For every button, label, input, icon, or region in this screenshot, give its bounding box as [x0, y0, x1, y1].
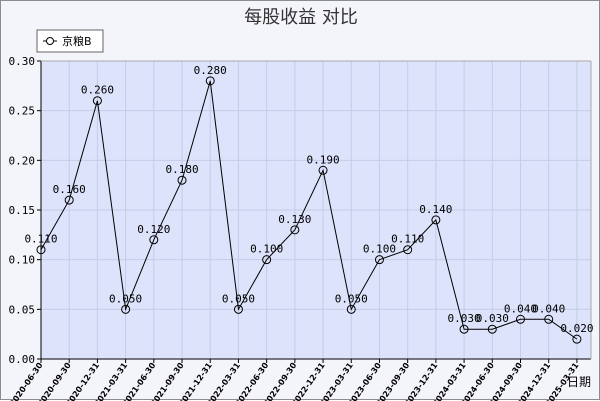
data-point-marker — [36, 245, 46, 255]
data-label: 0.140 — [419, 203, 452, 216]
data-point-marker — [544, 314, 554, 324]
data-label: 0.110 — [391, 233, 424, 246]
series-jingliang-b — [36, 76, 582, 344]
data-label: 0.280 — [194, 64, 227, 77]
y-tick-label: 0.05 — [9, 303, 36, 316]
data-label: 0.180 — [165, 163, 198, 176]
data-point-marker — [374, 255, 384, 265]
data-point-marker — [92, 96, 102, 106]
legend-series-name: 京粮B — [62, 34, 92, 48]
y-tick-label: 0.00 — [9, 353, 36, 366]
data-label: 0.020 — [560, 322, 593, 335]
data-labels: 0.110 0.160 0.260 0.050 0.120 0.180 0.280 0.050… — [24, 64, 593, 335]
y-tick-label: 0.30 — [9, 55, 36, 68]
data-label: 0.190 — [306, 153, 339, 166]
data-label: 0.110 — [24, 233, 57, 246]
data-point-marker — [121, 304, 131, 314]
data-point-marker — [149, 235, 159, 245]
data-point-marker — [487, 324, 497, 334]
data-label: 0.040 — [532, 302, 565, 315]
data-label: 0.100 — [363, 243, 396, 256]
data-point-marker — [233, 304, 243, 314]
data-label: 0.260 — [81, 84, 114, 97]
y-tick-label: 0.10 — [9, 254, 36, 267]
data-point-marker — [403, 245, 413, 255]
data-point-marker — [346, 304, 356, 314]
data-label: 0.100 — [250, 243, 283, 256]
data-label: 0.030 — [448, 312, 481, 325]
grid-lines — [41, 60, 591, 359]
legend-box — [36, 29, 104, 53]
data-label: 0.050 — [335, 292, 368, 305]
data-point-marker — [515, 314, 525, 324]
data-label: 0.160 — [53, 183, 86, 196]
x-axis-label: 日期 — [567, 375, 591, 389]
chart-title: 每股收益 对比 — [244, 7, 358, 28]
data-point-marker — [177, 175, 187, 185]
data-point-marker — [262, 255, 272, 265]
data-point-marker — [572, 334, 582, 344]
data-point-marker — [290, 225, 300, 235]
data-label: 0.120 — [137, 223, 170, 236]
x-tick-label: 2020-06-30 — [8, 361, 45, 401]
legend-marker-icon — [46, 37, 54, 45]
data-label: 0.030 — [476, 312, 509, 325]
y-tick-label: 0.20 — [9, 154, 36, 167]
data-label: 0.130 — [278, 213, 311, 226]
y-tick-label: 0.25 — [9, 105, 36, 118]
data-point-marker — [318, 165, 328, 175]
legend: 京粮B — [36, 29, 104, 53]
data-point-marker — [459, 324, 469, 334]
data-label: 0.050 — [222, 292, 255, 305]
data-point-marker — [64, 195, 74, 205]
y-tick-label: 0.15 — [9, 204, 36, 217]
data-label: 0.040 — [504, 302, 537, 315]
data-point-marker — [205, 76, 215, 86]
data-label: 0.050 — [109, 292, 142, 305]
series-line — [40, 80, 578, 340]
data-point-marker — [431, 215, 441, 225]
